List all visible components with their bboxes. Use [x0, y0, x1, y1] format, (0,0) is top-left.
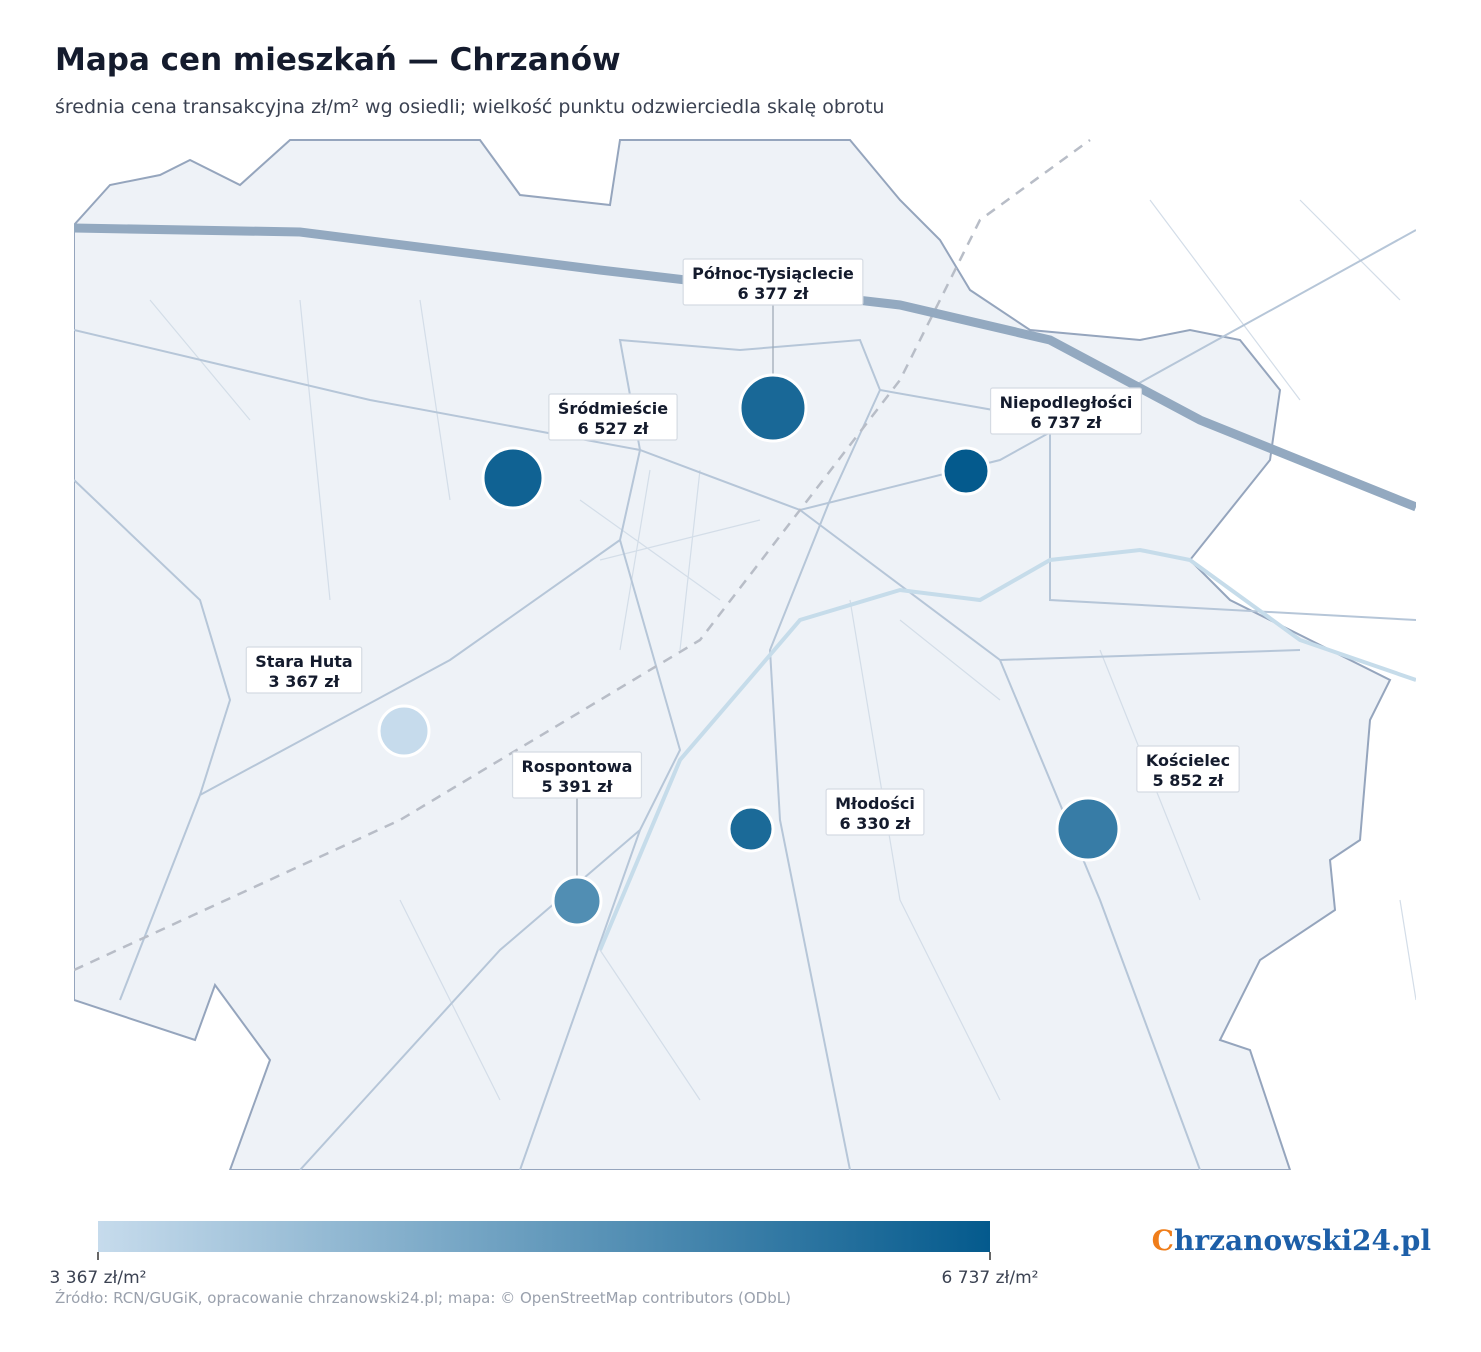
title: Mapa cen mieszkań — Chrzanów	[55, 42, 621, 78]
district-point	[377, 704, 431, 758]
district-name: Śródmieście	[558, 399, 668, 418]
label-box	[511, 751, 643, 799]
label-box	[682, 258, 864, 306]
district-name: Rospontowa	[522, 757, 633, 776]
district-name: Kościelec	[1146, 751, 1230, 770]
district-price: 6 330 zł	[840, 814, 912, 833]
district-price: 6 737 zł	[1031, 413, 1103, 432]
district-name: Niepodległości	[1000, 393, 1133, 412]
colorbar	[98, 1221, 990, 1252]
label-box	[1136, 745, 1240, 793]
source: Źródło: RCN/GUGiK, opracowanie chrzanows…	[55, 1288, 791, 1307]
logo: Chrzanowski24.pl	[1151, 1224, 1431, 1257]
district-price: 6 527 zł	[578, 419, 650, 438]
district-name: Młodości	[835, 794, 915, 813]
district-name: Północ-Tysiąclecie	[692, 264, 854, 283]
colorbar-label: 3 367 zł/m²	[50, 1268, 147, 1288]
label-box	[825, 788, 925, 836]
district-point	[738, 373, 808, 443]
district-point	[481, 446, 545, 510]
district-name: Stara Huta	[255, 652, 352, 671]
district-price: 3 367 zł	[269, 672, 341, 691]
district-point	[1055, 796, 1121, 862]
label-box	[989, 387, 1143, 435]
subtitle: średnia cena transakcyjna zł/m² wg osied…	[55, 96, 884, 118]
district-point	[551, 875, 603, 927]
label-box	[245, 646, 363, 694]
district-price: 5 391 zł	[542, 777, 614, 796]
district-point	[727, 805, 775, 853]
district-point	[941, 446, 991, 496]
district-price: 6 377 zł	[738, 284, 810, 303]
colorbar-label: 6 737 zł/m²	[942, 1268, 1039, 1288]
district-price: 5 852 zł	[1153, 771, 1225, 790]
label-box	[548, 393, 678, 441]
